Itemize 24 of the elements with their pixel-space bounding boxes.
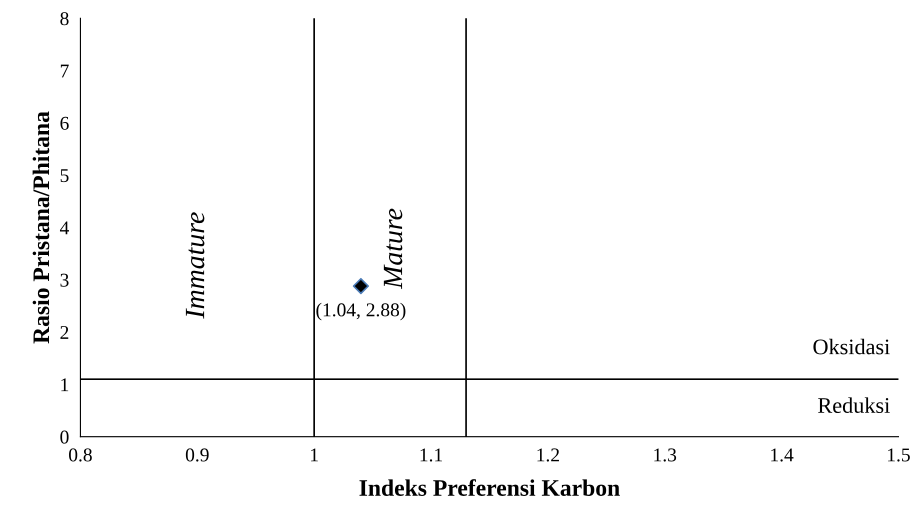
y-tick-label: 7 [60,64,69,78]
x-tick-label: 0.9 [186,448,209,462]
x-axis-title: Indeks Preferensi Karbon [359,479,620,496]
y-axis-title: Rasio Pristana/Phitana [32,111,50,344]
annotation: Immature [186,212,204,319]
x-tick-label: 1.3 [654,448,676,462]
y-tick-label: 0 [60,430,69,444]
y-tick-label: 3 [60,274,69,287]
y-tick-label: 6 [60,116,69,130]
y-tick-label: 1 [61,378,68,392]
x-tick-label: 1.2 [537,448,559,462]
y-tick-label: 8 [60,12,69,26]
x-tick-label: 1.1 [420,448,442,462]
data-label: (1.04, 2.88) [316,302,406,320]
annotation: Oksidasi [813,338,890,354]
annotation: Reduksi [818,397,890,413]
x-tick-label: 0.8 [69,448,92,462]
annotation: Mature [384,208,402,290]
x-tick-label: 1.5 [888,448,910,462]
y-tick-label: 5 [60,169,69,182]
x-tick-label: 1 [311,448,318,462]
y-tick-label: 2 [60,326,68,339]
x-tick-label: 1.4 [771,448,794,462]
y-tick-label: 4 [60,221,70,234]
